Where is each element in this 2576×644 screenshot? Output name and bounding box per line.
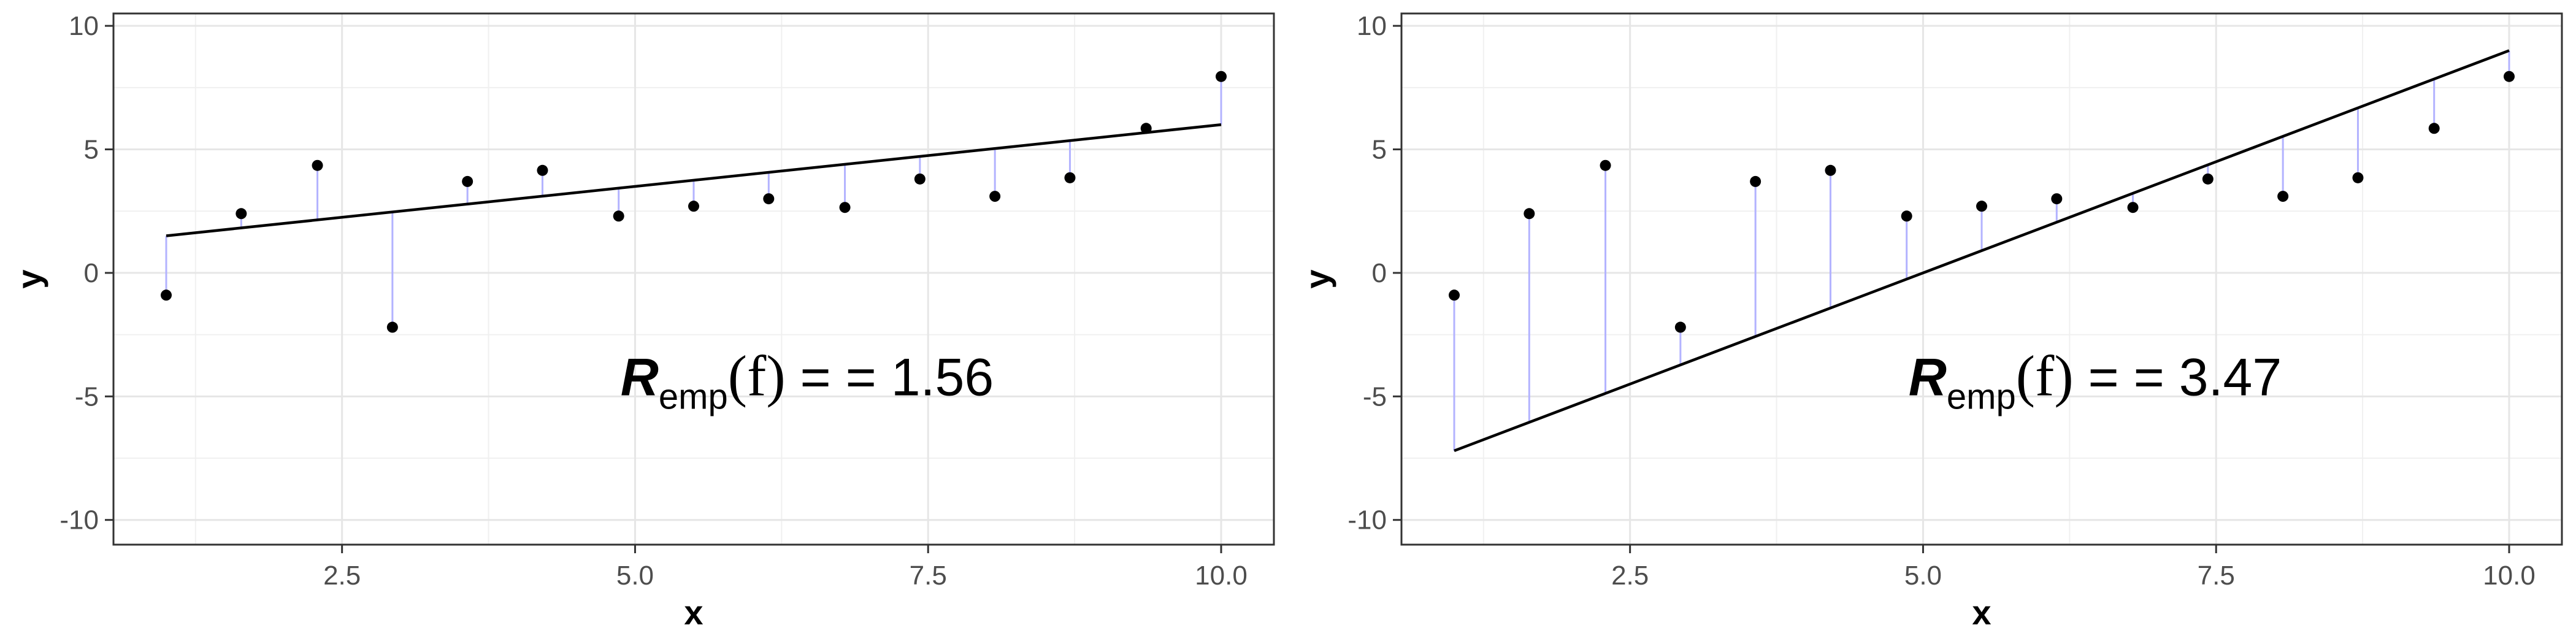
left-data-point [1140, 123, 1152, 134]
right-data-point [2127, 202, 2139, 213]
left-y-tick-label: 0 [84, 258, 99, 288]
right-data-point [1449, 289, 1460, 301]
right-data-point [2277, 191, 2289, 202]
right-data-point [2051, 193, 2063, 205]
right-x-axis-title: x [1972, 593, 1991, 632]
right-annotation-value: 3.47 [2179, 348, 2282, 407]
right-data-point [2352, 172, 2364, 183]
right-data-point [2202, 173, 2214, 185]
left-data-point [312, 159, 323, 171]
right-y-tick-label: 0 [1372, 258, 1387, 288]
right-y-axis-title: y [1298, 269, 1336, 288]
right-y-tick-label: -5 [1363, 381, 1387, 412]
left-data-point [1216, 71, 1227, 82]
left-data-point [763, 193, 775, 205]
left-data-point [688, 201, 699, 212]
left-y-tick-label: -10 [59, 505, 99, 535]
right-data-point [2504, 71, 2515, 82]
right-panel: 2.5 5.0 7.5 10.0 -10 -5 0 5 10 x y Remp(f) = = 3.47 [1298, 11, 2563, 632]
left-data-point [839, 202, 851, 213]
right-fit-line [1454, 49, 2510, 453]
right-annotation-equals: = = [2074, 348, 2179, 407]
left-risk-annotation: Remp(f) = = 1.56 [621, 344, 994, 416]
right-data-point [1750, 175, 1761, 187]
right-data-point [1901, 210, 1912, 222]
left-plot-background [113, 13, 1274, 545]
right-x-tick-label: 5.0 [1904, 561, 1942, 591]
left-data-point [236, 208, 247, 220]
right-data-point [1825, 164, 1836, 176]
left-x-tick-label: 5.0 [616, 561, 654, 591]
left-x-axis-title: x [684, 593, 703, 632]
left-panel-border [112, 12, 1275, 546]
left-annotation-argument: (f) [728, 344, 786, 408]
left-x-tick-label: 10.0 [1195, 561, 1248, 591]
right-plot-background [1401, 13, 2562, 545]
left-x-tick-label: 2.5 [323, 561, 361, 591]
left-y-tick-label: 5 [84, 135, 99, 165]
right-y-tick-label: 5 [1372, 135, 1387, 165]
left-annotation-symbol: R [621, 348, 659, 407]
left-data-point [1064, 172, 1076, 183]
left-annotation-subscript: emp [659, 377, 728, 416]
left-annotation-value: 1.56 [891, 348, 994, 407]
right-annotation-symbol: R [1909, 348, 1947, 407]
left-y-tick-label: 10 [69, 11, 99, 41]
left-annotation-equals: = = [786, 348, 891, 407]
right-annotation-subscript: emp [1947, 377, 2016, 416]
right-risk-annotation: Remp(f) = = 3.47 [1909, 344, 2282, 416]
right-data-point [2428, 123, 2440, 134]
left-data-point [161, 289, 172, 301]
right-data-point [1976, 201, 1987, 212]
left-data-point [462, 175, 473, 187]
left-panel: 2.5 5.0 7.5 10.0 -10 -5 0 5 10 x y Remp(f) = = 1.56 [10, 11, 1275, 632]
left-y-axis-title: y [10, 269, 48, 288]
right-data-point [1600, 159, 1611, 171]
left-data-point [989, 191, 1001, 202]
right-panel-border [1400, 12, 2563, 546]
right-y-tick-label: -10 [1347, 505, 1387, 535]
left-fit-line [166, 123, 1222, 237]
left-x-tick-label: 7.5 [910, 561, 947, 591]
right-x-tick-label: 2.5 [1611, 561, 1649, 591]
right-data-point [1524, 208, 1535, 220]
right-data-point [1674, 321, 1686, 333]
left-y-tick-label: -5 [75, 381, 99, 412]
left-data-point [537, 164, 548, 176]
right-y-tick-label: 10 [1357, 11, 1387, 41]
left-data-point [386, 321, 398, 333]
left-data-point [914, 173, 926, 185]
left-data-point [613, 210, 624, 222]
right-annotation-argument: (f) [2016, 344, 2074, 408]
right-x-tick-label: 7.5 [2198, 561, 2235, 591]
right-x-tick-label: 10.0 [2483, 561, 2536, 591]
